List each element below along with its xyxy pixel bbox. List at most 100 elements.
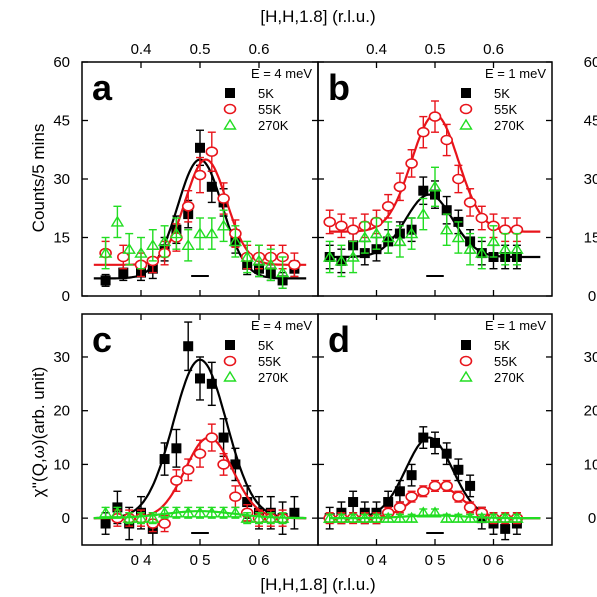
data-point-270K xyxy=(346,511,360,523)
data-point-270K xyxy=(381,511,395,523)
x-tick-label: 0.6 xyxy=(483,41,504,58)
data-point-55K xyxy=(181,464,195,476)
series-270K xyxy=(322,166,524,278)
data-point-5K xyxy=(118,267,129,278)
data-point-5K xyxy=(183,341,194,352)
data-point-5K xyxy=(453,464,464,475)
data-point-55K xyxy=(288,259,301,271)
x-tick-label: 0.4 xyxy=(366,41,387,58)
data-point-270K xyxy=(264,258,278,270)
data-point-55K xyxy=(463,197,477,208)
data-point-270K xyxy=(275,511,290,523)
bottom-x-axis-title: [H,H,1.8] (r.l.u.) xyxy=(260,575,375,594)
data-point-270K xyxy=(275,266,290,278)
data-point-5K xyxy=(418,185,429,196)
data-point-5K xyxy=(289,507,300,518)
y-tick-label: 30 xyxy=(53,349,70,366)
legend-marker-5K xyxy=(461,340,471,350)
data-point-270K xyxy=(428,506,442,518)
data-point-55K xyxy=(498,224,512,235)
data-point-55K xyxy=(416,126,430,138)
data-point-270K xyxy=(216,506,231,518)
y-tick-label: 20 xyxy=(53,403,70,420)
data-point-270K xyxy=(416,506,431,518)
data-point-270K xyxy=(346,250,360,262)
data-point-270K xyxy=(169,506,184,518)
data-point-5K xyxy=(383,497,394,508)
data-point-270K xyxy=(369,227,384,239)
data-point-55K xyxy=(170,475,183,486)
data-point-270K xyxy=(181,506,195,518)
y-tick-label: 10 xyxy=(53,456,70,473)
top-x-axis-title: [H,H,1.8] (r.l.u.) xyxy=(260,7,375,26)
data-point-270K xyxy=(510,242,524,254)
series-270K xyxy=(322,506,541,523)
x-tick-label: 0 6 xyxy=(249,552,270,569)
legend-label: 55K xyxy=(494,102,517,117)
data-point-5K xyxy=(394,486,405,497)
data-point-270K xyxy=(240,511,254,523)
data-point-55K xyxy=(440,480,454,492)
data-point-5K xyxy=(230,459,241,470)
data-point-55K xyxy=(440,134,454,146)
data-point-270K xyxy=(498,242,512,254)
data-point-270K xyxy=(334,511,349,523)
data-point-270K xyxy=(157,235,172,247)
data-point-270K xyxy=(122,511,136,523)
data-point-55K xyxy=(323,216,337,228)
y-tick-label: 45 xyxy=(53,113,70,130)
x-tick-label: 0 4 xyxy=(366,552,387,569)
data-point-5K xyxy=(441,448,452,459)
data-point-55K xyxy=(405,491,418,502)
legend-marker-55K xyxy=(223,355,237,367)
data-point-270K xyxy=(157,506,172,518)
data-point-270K xyxy=(205,227,219,239)
energy-label: E = 1 meV xyxy=(485,66,546,81)
y-tick-label: 60 xyxy=(53,54,70,71)
data-point-270K xyxy=(404,511,419,523)
legend-label: 55K xyxy=(258,102,281,117)
data-point-5K xyxy=(195,373,205,384)
legend-marker-55K xyxy=(459,103,473,115)
data-point-55K xyxy=(452,173,465,185)
data-point-270K xyxy=(252,254,266,266)
y-tick-label: 0 xyxy=(62,288,70,305)
data-point-270K xyxy=(381,231,395,243)
top-y-axis-title: Counts/5 mins xyxy=(29,124,48,233)
data-point-5K xyxy=(348,497,359,508)
data-point-270K xyxy=(510,511,524,523)
data-point-55K xyxy=(346,224,360,235)
data-point-270K xyxy=(181,238,195,251)
data-point-270K xyxy=(439,223,454,235)
energy-label: E = 4 meV xyxy=(251,66,312,81)
data-point-270K xyxy=(252,511,266,523)
data-point-55K xyxy=(217,459,230,470)
data-point-55K xyxy=(158,518,171,529)
y-tick-label: 0 xyxy=(62,510,70,527)
x-tick-label: 0 5 xyxy=(190,552,211,569)
data-layer xyxy=(93,129,307,289)
data-point-55K xyxy=(393,181,407,193)
data-point-270K xyxy=(439,511,454,523)
y-tick-label: 30 xyxy=(584,171,597,188)
data-point-270K xyxy=(110,215,125,227)
data-point-270K xyxy=(463,242,477,254)
data-point-55K xyxy=(416,485,430,497)
legend-marker-55K xyxy=(223,103,237,115)
data-point-55K xyxy=(381,201,395,212)
data-point-270K xyxy=(193,506,207,518)
data-point-270K xyxy=(122,242,136,254)
x-tick-label: 0 4 xyxy=(131,552,152,569)
legend-label: 5K xyxy=(494,338,510,353)
data-point-270K xyxy=(334,254,349,266)
legend-label: 270K xyxy=(494,370,525,385)
legend-label: 5K xyxy=(258,338,274,353)
data-layer xyxy=(93,321,307,545)
data-point-5K xyxy=(159,454,170,465)
data-point-270K xyxy=(404,227,419,239)
data-point-270K xyxy=(98,246,113,258)
